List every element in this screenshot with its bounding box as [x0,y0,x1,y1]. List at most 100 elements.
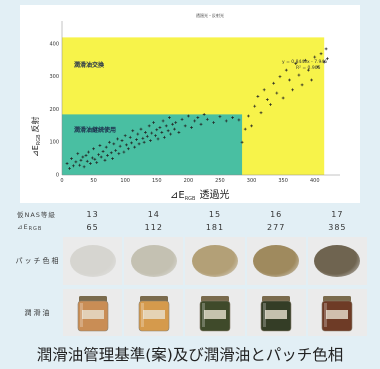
data-point [155,128,159,132]
nas-value: 13 [86,209,99,219]
data-point [114,149,118,152]
data-point [291,88,295,92]
data-point [79,158,83,162]
data-point [90,156,94,160]
data-point [300,83,304,87]
data-point [294,62,298,65]
data-point [97,153,101,157]
data-point [104,145,108,149]
data-point [243,127,247,131]
regression-equation: y = 0.8440x - 7.946 [282,59,327,65]
scatter-chart: 透過光・反射光 潤滑油交換 潤滑油継続使用 y = 0.8440x - 7.94… [30,12,340,202]
data-point [139,127,143,131]
data-point [237,118,241,122]
data-point [166,129,170,133]
data-point [284,68,288,72]
y-axis-delta: ⊿E [31,145,40,157]
data-point [319,52,323,56]
data-point [84,153,88,157]
delta-e-label: ⊿E RGB [15,221,61,233]
data-point [224,119,228,123]
data-point [281,96,285,100]
data-point [313,55,317,59]
x-axis-rgb: RGB [185,196,196,202]
data-point [205,117,209,121]
data-point [278,75,282,79]
data-point [65,162,69,165]
region-exchange-label: 潤滑油交換 [74,61,105,69]
data-point [160,131,164,134]
bottle-cap [200,295,229,302]
data-point [288,78,291,82]
data-point [116,137,119,141]
data-point [262,88,266,92]
data-points [65,47,329,170]
data-point [131,129,135,133]
data-point [71,164,75,168]
oil-bottle-icon [199,295,231,331]
data-point [250,124,253,128]
data-point [142,140,146,144]
data-point [89,162,92,165]
data-point [162,135,166,139]
data-point [150,131,154,135]
data-point [265,98,269,102]
bottle-label [81,309,104,319]
data-point [117,152,121,156]
data-point [177,131,181,134]
patch-cell [124,237,184,285]
oil-cell [63,289,123,336]
y-tick-label: 100 [49,140,59,146]
x-tick-label: 150 [152,178,162,184]
data-point [322,60,326,64]
x-axis-transmit: 透過光 [199,188,229,201]
oil-cell [185,289,245,336]
x-tick-label: 250 [215,178,225,184]
oil-cell [246,289,306,336]
y-tick-label: 300 [49,74,59,80]
data-point [98,144,102,147]
data-point [101,150,105,153]
patch-swatch [191,245,238,277]
data-point [107,140,111,144]
data-point [173,127,176,131]
x-tick-label: 300 [247,178,257,184]
bottle-highlight [263,302,267,327]
data-point [125,143,128,147]
oil-cell [124,289,184,336]
axes: 0 50 100 150 200 250 300 350 400 0 100 200 300 400 [49,21,340,184]
oil-bottle-icon [322,295,353,331]
figure-caption: 潤滑油管理基準(案)及び潤滑油とパッチ色相 [36,346,344,364]
data-point [169,132,173,136]
data-point [310,78,313,82]
x-axis-delta: ⊿E [170,190,185,201]
delta-e-value: 112 [144,222,163,232]
patch-swatch [69,245,116,277]
data-point [240,140,244,144]
data-point [120,139,124,142]
x-tick-label: 0 [60,178,63,184]
patch-hue-label: パッチ色相 [15,257,61,265]
data-point [149,139,152,142]
data-point [87,150,90,154]
data-point [190,126,193,129]
delta-e-value: 385 [328,222,347,232]
x-tick-label: 350 [278,178,288,184]
bottle-highlight [324,302,328,327]
data-point [92,147,95,151]
data-point [196,116,200,120]
y-axis-title: ⊿ERGB 反射 [30,116,42,157]
data-point [174,121,178,124]
data-point [269,103,272,106]
patch-cell [246,237,306,285]
region-continue [62,114,243,175]
data-point [180,117,184,121]
data-point [145,134,149,138]
x-tick-label: 200 [184,178,194,184]
data-point [272,81,276,85]
nas-table: 仮NAS等級 13 14 15 16 17 ⊿E RGB 65 112 181 2… [15,207,367,336]
data-point [99,155,103,159]
chart-title: 透過光・反射光 [196,12,224,18]
data-point [103,158,107,162]
data-point [199,122,203,126]
